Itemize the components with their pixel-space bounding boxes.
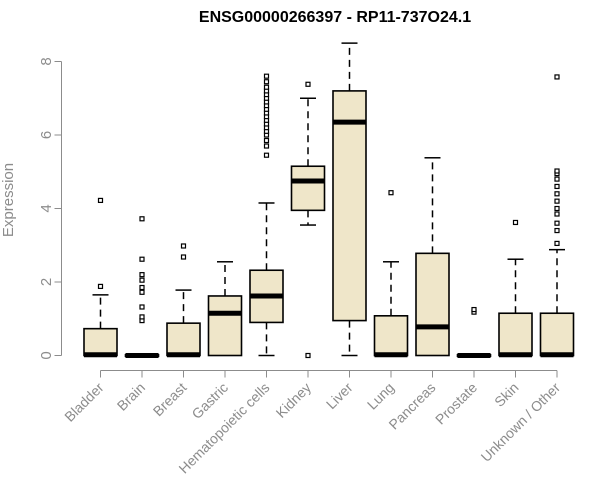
outlier-point — [388, 190, 394, 196]
box-hematopoietic-cells — [249, 73, 284, 357]
box-iqr — [290, 165, 326, 212]
outlier-point — [263, 79, 270, 85]
outlier-point — [139, 216, 145, 222]
x-tick-label: Bladder — [61, 379, 107, 425]
outlier-point — [512, 219, 519, 226]
y-tick-label: 8 — [38, 57, 55, 65]
box-unknown-other — [539, 74, 575, 358]
outlier-point — [139, 284, 145, 291]
box-bladder — [83, 197, 118, 358]
outlier-point — [554, 198, 560, 204]
box-series — [83, 42, 575, 359]
box-breast — [166, 243, 201, 358]
y-axis-label: Expression — [0, 163, 17, 237]
y-tick-label: 0 — [38, 351, 55, 359]
outlier-point — [263, 143, 270, 149]
outlier-point — [554, 227, 560, 234]
box-kidney — [290, 81, 326, 359]
x-tick-label: Liver — [323, 379, 356, 412]
outlier-point — [554, 211, 560, 217]
outlier-point — [554, 183, 560, 190]
y-tick-label: 4 — [38, 204, 55, 212]
outlier-point — [263, 84, 270, 90]
outlier-point — [554, 191, 560, 197]
outlier-point — [263, 152, 270, 158]
box-lung — [373, 190, 409, 358]
outlier-point — [554, 176, 560, 182]
x-tick-label: Lung — [364, 379, 397, 412]
outlier-point — [180, 243, 187, 249]
box-iqr — [498, 312, 533, 357]
outlier-point — [554, 240, 560, 247]
box-gastric — [207, 261, 243, 357]
outlier-point — [263, 137, 270, 144]
outlier-point — [305, 81, 311, 87]
outlier-point — [554, 220, 560, 226]
outlier-point — [554, 74, 560, 80]
outlier-point — [139, 314, 145, 320]
outlier-point — [139, 289, 145, 295]
x-tick-label: Skin — [491, 379, 522, 410]
box-iqr — [207, 295, 243, 357]
outlier-point — [471, 306, 477, 313]
y-tick-label: 6 — [38, 131, 55, 139]
x-tick-label: Brain — [114, 379, 148, 413]
x-tick-label: Unknown / Other — [478, 379, 564, 465]
outlier-point — [554, 168, 560, 174]
x-tick-label: Breast — [150, 379, 190, 419]
outlier-point — [139, 256, 145, 262]
outlier-point — [139, 272, 145, 278]
y-tick-label: 2 — [38, 278, 55, 286]
box-iqr — [539, 312, 575, 357]
outlier-point — [139, 304, 145, 310]
box-liver — [332, 42, 367, 357]
outlier-point — [554, 205, 560, 212]
box-iqr — [332, 90, 367, 322]
outlier-point — [180, 254, 187, 260]
box-prostate — [456, 306, 492, 358]
outlier-point — [97, 283, 104, 290]
box-iqr — [83, 327, 118, 357]
box-skin — [498, 219, 533, 358]
x-tick-label: Prostate — [432, 379, 480, 427]
outlier-point — [305, 352, 311, 359]
box-iqr — [166, 322, 201, 357]
outlier-point — [97, 197, 104, 204]
box-iqr — [373, 315, 409, 357]
outlier-point — [139, 277, 145, 283]
x-tick-label: Kidney — [273, 379, 315, 421]
box-pancreas — [415, 157, 450, 357]
box-brain — [124, 216, 160, 358]
outlier-point — [263, 73, 270, 79]
box-iqr — [415, 252, 450, 357]
chart-title: ENSG00000266397 - RP11-737O24.1 — [199, 9, 471, 26]
